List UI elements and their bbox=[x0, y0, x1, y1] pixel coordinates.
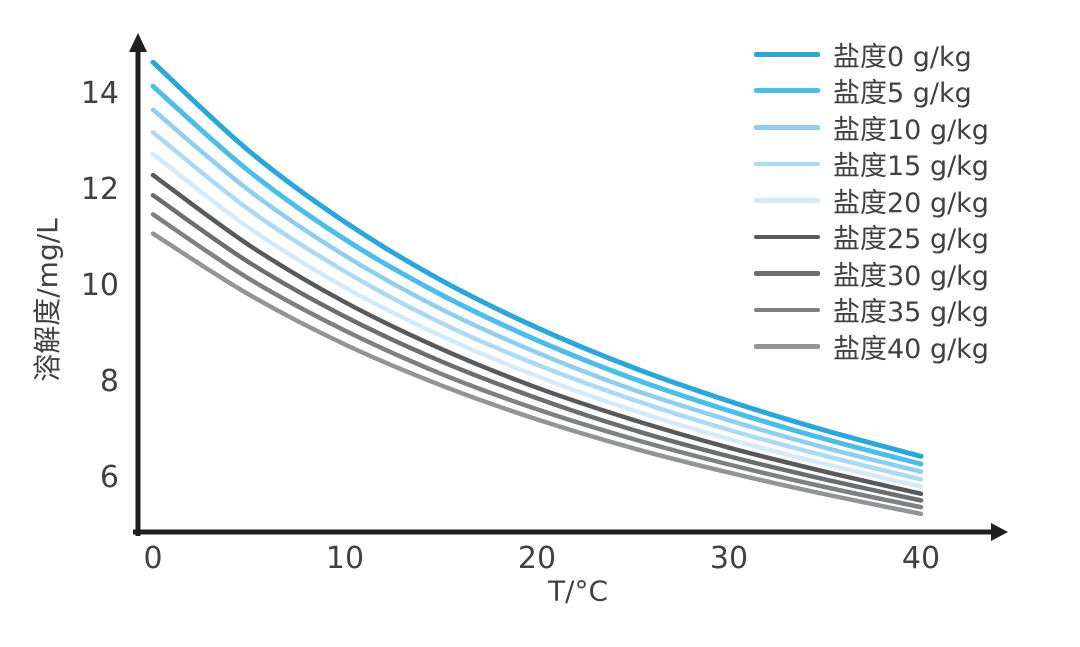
legend-item: 盐度15 g/kg bbox=[754, 146, 989, 183]
legend-line-swatch bbox=[754, 125, 820, 130]
legend-line-swatch bbox=[754, 198, 820, 203]
legend-item-label: 盐度40 g/kg bbox=[833, 333, 989, 365]
legend-item-label: 盐度20 g/kg bbox=[833, 187, 989, 219]
legend-item: 盐度30 g/kg bbox=[754, 255, 989, 292]
y-tick-label: 12 bbox=[81, 172, 119, 207]
series-curve bbox=[150, 151, 924, 489]
legend-item: 盐度35 g/kg bbox=[754, 292, 989, 329]
legend-item: 盐度5 g/kg bbox=[754, 73, 989, 110]
legend-item-label: 盐度25 g/kg bbox=[833, 224, 989, 256]
series-curve bbox=[150, 192, 924, 503]
x-tick-label: 0 bbox=[143, 541, 162, 576]
legend-item: 盐度20 g/kg bbox=[754, 182, 989, 219]
legend-line-swatch bbox=[754, 271, 820, 276]
legend-item-label: 盐度10 g/kg bbox=[833, 114, 989, 146]
series-curve bbox=[150, 212, 924, 510]
y-axis-title: 溶解度/mg/L bbox=[31, 218, 64, 382]
x-tick-label: 40 bbox=[902, 541, 940, 576]
legend-item-label: 盐度15 g/kg bbox=[833, 151, 989, 183]
legend-item: 盐度10 g/kg bbox=[754, 109, 989, 146]
legend-item: 盐度40 g/kg bbox=[754, 328, 989, 365]
legend-item-label: 盐度35 g/kg bbox=[833, 297, 989, 329]
y-tick-label: 14 bbox=[81, 76, 119, 111]
legend-item: 盐度0 g/kg bbox=[754, 36, 989, 73]
x-axis-arrow bbox=[991, 523, 1008, 541]
x-tick-label: 30 bbox=[710, 541, 748, 576]
legend-line-swatch bbox=[754, 88, 820, 94]
y-tick-label: 6 bbox=[100, 460, 119, 495]
legend-item-label: 盐度5 g/kg bbox=[833, 78, 972, 110]
legend-item-label: 盐度0 g/kg bbox=[833, 41, 972, 73]
legend-line-swatch bbox=[754, 344, 820, 349]
y-tick-label: 10 bbox=[81, 268, 119, 303]
legend: 盐度0 g/kg 盐度5 g/kg 盐度10 g/kg 盐度15 g/kg 盐度20 g… bbox=[754, 36, 989, 365]
x-axis-title: T/°C bbox=[547, 574, 609, 608]
series-curve bbox=[150, 231, 924, 517]
x-tick-label: 20 bbox=[518, 541, 556, 576]
x-tick-label: 10 bbox=[326, 541, 364, 576]
legend-line-swatch bbox=[754, 161, 820, 166]
legend-item-label: 盐度30 g/kg bbox=[833, 260, 989, 292]
y-tick-label: 8 bbox=[100, 364, 119, 399]
legend-line-swatch bbox=[754, 307, 820, 312]
series-curve bbox=[150, 172, 924, 497]
legend-item: 盐度25 g/kg bbox=[754, 219, 989, 256]
legend-line-swatch bbox=[754, 234, 820, 239]
series-curve bbox=[150, 83, 924, 467]
y-axis-arrow bbox=[129, 33, 147, 52]
legend-line-swatch bbox=[754, 51, 820, 57]
series-curve bbox=[150, 107, 924, 474]
series-curve bbox=[150, 130, 924, 482]
series-curve bbox=[150, 59, 924, 459]
